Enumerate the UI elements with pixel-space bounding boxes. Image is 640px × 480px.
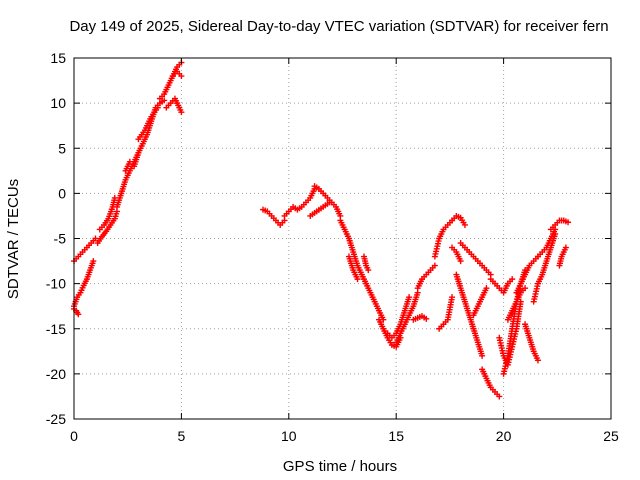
data-point	[565, 219, 572, 226]
x-axis-label: GPS time / hours	[283, 458, 397, 475]
data-point	[326, 199, 333, 206]
data-point	[534, 357, 541, 364]
chart-title: Day 149 of 2025, Sidereal Day-to-day VTE…	[69, 18, 608, 35]
data-point	[178, 109, 185, 116]
data-point	[126, 158, 133, 165]
data-point	[449, 294, 456, 301]
y-tick-label: -5	[54, 231, 67, 247]
x-tick-label: 5	[178, 428, 186, 444]
y-tick-label: -10	[46, 276, 66, 292]
data-point	[483, 285, 490, 292]
data-point	[354, 276, 361, 283]
data-series	[135, 104, 161, 143]
data-series	[436, 294, 456, 332]
data-point	[178, 73, 185, 80]
x-tick-label: 15	[388, 428, 404, 444]
data-series	[534, 226, 559, 260]
data-series	[122, 158, 133, 174]
data-series	[169, 68, 185, 80]
data-series	[522, 321, 541, 364]
y-tick-label: -25	[46, 411, 66, 427]
x-tick-label: 20	[496, 428, 512, 444]
y-tick-label: 5	[58, 140, 66, 156]
data-point	[111, 194, 118, 201]
data-series	[487, 276, 516, 296]
y-axis-label: SDTVAR / TECUs	[5, 179, 22, 299]
data-series	[345, 253, 361, 283]
data-series	[163, 95, 185, 116]
data-series	[96, 194, 118, 233]
data-point	[154, 104, 161, 111]
y-tick-label: 10	[50, 95, 66, 111]
y-tick-labels: 15 10 5 0 -5 -10 -15 -20 -25	[46, 50, 66, 427]
data-series	[260, 206, 288, 228]
data-series	[94, 208, 120, 247]
data-point	[423, 315, 430, 322]
data-series	[513, 253, 541, 296]
data-series	[410, 313, 430, 323]
data-series	[556, 244, 569, 269]
data-point	[461, 221, 468, 228]
x-tick-label: 10	[281, 428, 297, 444]
y-tick-label: 15	[50, 50, 66, 66]
y-tick-label: 0	[58, 185, 66, 201]
data-series	[71, 258, 97, 310]
data-series	[337, 217, 387, 323]
data-point	[457, 258, 464, 265]
data-point	[479, 352, 486, 359]
data-series	[504, 285, 529, 323]
data-point	[90, 258, 97, 265]
data-point	[406, 294, 413, 301]
axis-ticks	[73, 57, 612, 420]
data-point	[161, 97, 168, 104]
data-points	[71, 59, 572, 400]
gridlines	[74, 58, 611, 419]
data-point	[75, 311, 82, 318]
data-series	[457, 240, 494, 278]
data-point	[562, 244, 569, 251]
data-point	[496, 393, 503, 400]
x-tick-labels: 0 5 10 15 20 25	[70, 428, 619, 444]
data-point	[365, 267, 372, 274]
data-series	[449, 244, 464, 265]
data-series	[453, 271, 486, 359]
data-series	[414, 262, 438, 292]
data-series	[547, 217, 572, 233]
data-point	[92, 235, 99, 242]
data-series	[470, 285, 490, 319]
x-tick-label: 25	[603, 428, 619, 444]
data-series	[393, 289, 421, 346]
y-tick-label: -20	[46, 366, 66, 382]
x-tick-label: 0	[70, 428, 78, 444]
data-point	[431, 262, 438, 269]
data-series	[360, 253, 372, 274]
y-tick-label: -15	[46, 321, 66, 337]
data-series	[479, 366, 503, 400]
data-point	[509, 276, 516, 283]
data-point	[522, 285, 529, 292]
data-series	[311, 183, 344, 219]
data-series	[307, 199, 333, 219]
data-series	[449, 212, 468, 228]
